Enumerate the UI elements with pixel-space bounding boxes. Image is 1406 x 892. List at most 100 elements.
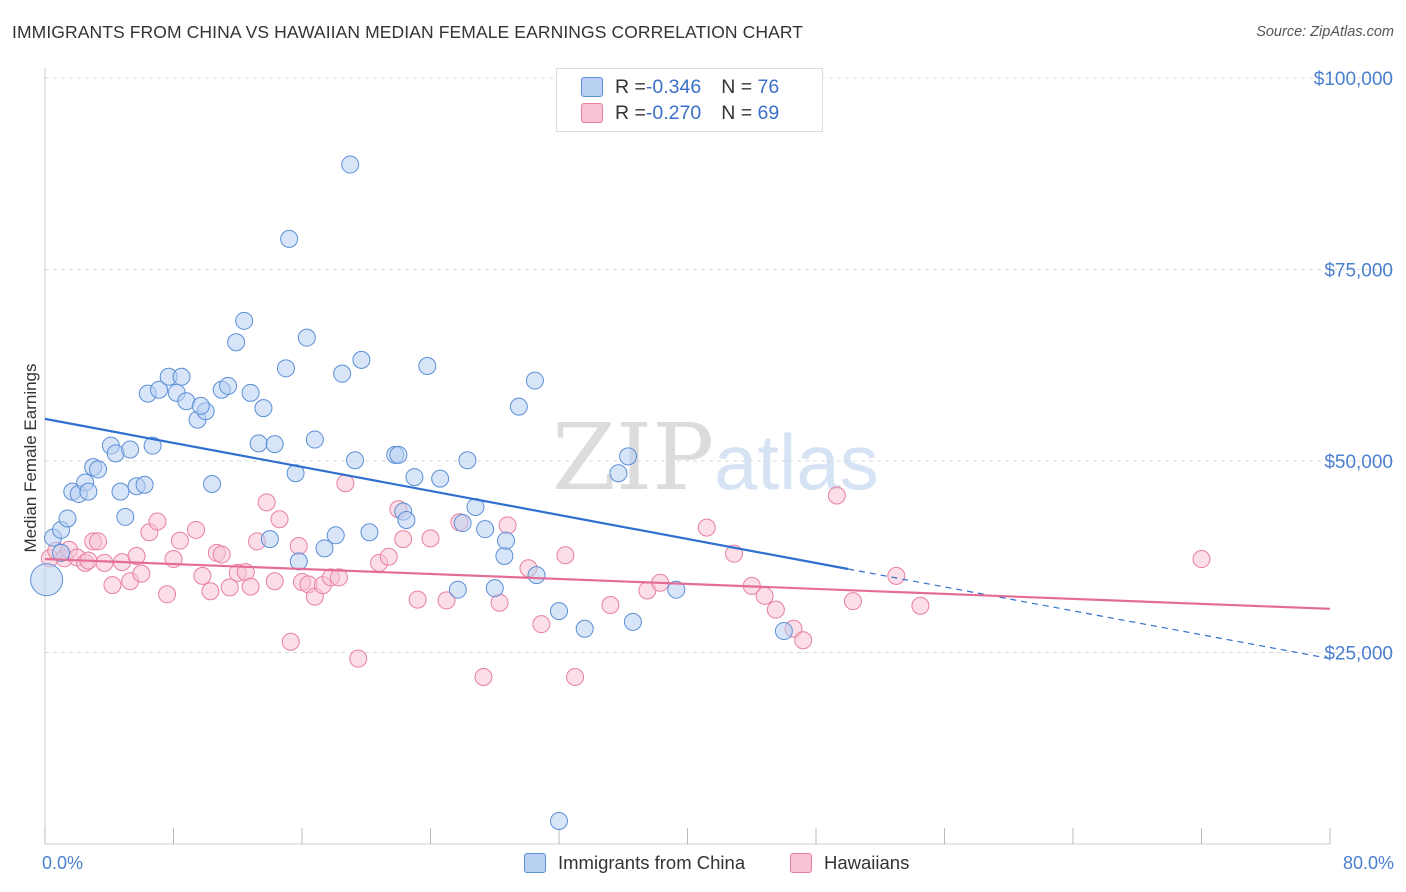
legend-row-china: R = -0.346 N = 76 bbox=[581, 75, 779, 99]
china-point bbox=[150, 380, 169, 399]
hawaiians-point bbox=[755, 586, 774, 605]
tick-labels: $25,000 $50,000 $75,000 $100,000 0.0% 80.0% bbox=[42, 69, 1394, 873]
china-point bbox=[315, 539, 334, 558]
y-tick-label: $25,000 bbox=[1324, 644, 1393, 665]
china-point bbox=[458, 451, 477, 470]
china-point bbox=[609, 464, 628, 483]
hawaiians-point bbox=[270, 510, 289, 529]
china-point bbox=[405, 468, 424, 487]
legend-r-value: -0.346 bbox=[645, 75, 702, 98]
legend-swatch-hawaiians bbox=[581, 103, 603, 123]
china-point bbox=[297, 328, 316, 347]
china-point bbox=[550, 602, 568, 621]
hawaiians-point bbox=[336, 474, 355, 493]
china-point bbox=[333, 364, 352, 383]
hawaiians-trend-line bbox=[44, 557, 1331, 610]
hawaiians-point bbox=[379, 547, 398, 566]
china-point bbox=[30, 563, 64, 597]
hawaiians-point bbox=[170, 531, 189, 550]
hawaiians-point bbox=[766, 600, 785, 619]
china-point bbox=[448, 580, 467, 599]
china-point bbox=[135, 475, 154, 494]
china-point bbox=[254, 399, 273, 418]
china-point bbox=[341, 155, 360, 174]
china-point bbox=[326, 526, 345, 545]
legend-n-value: 69 bbox=[757, 101, 780, 124]
china-point bbox=[260, 530, 279, 549]
china-point bbox=[249, 434, 268, 453]
hawaiians-point bbox=[289, 537, 308, 556]
china-point bbox=[619, 447, 638, 466]
hawaiians-point bbox=[89, 532, 108, 551]
watermark-atlas: atlas bbox=[714, 418, 879, 506]
bottom-legend-china: Immigrants from China bbox=[524, 852, 745, 874]
hawaiians-point bbox=[132, 564, 151, 583]
x-tick-label: 80.0% bbox=[1343, 853, 1394, 873]
hawaiians-point bbox=[911, 596, 930, 615]
legend-row-hawaiians: R = -0.270 N = 69 bbox=[581, 101, 779, 125]
hawaiians-point bbox=[843, 592, 862, 611]
china-point bbox=[389, 445, 408, 464]
china-point bbox=[496, 531, 515, 550]
bottom-legend-label-hawaiians: Hawaiians bbox=[824, 852, 910, 873]
china-point bbox=[89, 460, 108, 479]
china-point bbox=[431, 469, 450, 488]
hawaiians-point bbox=[408, 590, 427, 609]
hawaiians-point bbox=[212, 545, 231, 564]
source-label: Source: ZipAtlas.com bbox=[1256, 24, 1394, 40]
hawaiians-point bbox=[1192, 550, 1211, 569]
hawaiians-point bbox=[329, 568, 348, 587]
hawaiians-point bbox=[186, 520, 205, 539]
china-point bbox=[397, 510, 416, 529]
hawaiians-point bbox=[158, 585, 177, 604]
hawaiians-point bbox=[95, 553, 114, 572]
legend-r-value: -0.270 bbox=[645, 101, 702, 124]
y-tick-label: $100,000 bbox=[1314, 69, 1393, 90]
china-point bbox=[143, 436, 162, 455]
china-point bbox=[418, 357, 437, 376]
china-trend-line-extension bbox=[848, 568, 1331, 660]
china-point bbox=[509, 397, 528, 416]
china-point bbox=[476, 520, 495, 539]
china-point bbox=[280, 229, 299, 248]
hawaiians-point bbox=[349, 649, 368, 668]
hawaiians-point bbox=[887, 566, 906, 585]
china-point bbox=[116, 507, 135, 526]
china-point bbox=[79, 482, 98, 501]
china-point bbox=[235, 311, 254, 330]
china-point bbox=[527, 566, 546, 585]
legend-n-label: N = bbox=[721, 75, 758, 98]
china-point bbox=[52, 543, 71, 562]
china-point bbox=[58, 509, 77, 528]
hawaiians-point bbox=[827, 486, 846, 505]
legend-n-value: 76 bbox=[757, 75, 780, 98]
legend-r-label: R = bbox=[615, 75, 646, 98]
hawaiians-point bbox=[220, 578, 239, 597]
axes bbox=[44, 68, 1331, 845]
x-tick-label: 0.0% bbox=[42, 853, 83, 873]
bottom-legend-hawaiians: Hawaiians bbox=[790, 852, 909, 874]
chart-title: IMMIGRANTS FROM CHINA VS HAWAIIAN MEDIAN… bbox=[12, 22, 804, 42]
hawaiians-point bbox=[697, 518, 716, 537]
y-tick-label: $75,000 bbox=[1324, 261, 1393, 282]
china-point bbox=[227, 333, 246, 352]
china-trend-line bbox=[44, 417, 849, 571]
bottom-swatch-hawaiians bbox=[790, 853, 812, 873]
legend-r-label: R = bbox=[615, 101, 646, 124]
china-point bbox=[172, 367, 191, 386]
china-point bbox=[495, 546, 514, 565]
china-point bbox=[623, 612, 642, 631]
china-points bbox=[30, 155, 793, 831]
hawaiians-point bbox=[498, 516, 517, 535]
china-point bbox=[276, 359, 295, 378]
watermark: ZIP atlas bbox=[552, 404, 879, 511]
hawaiians-point bbox=[474, 668, 493, 687]
bottom-legend-label-china: Immigrants from China bbox=[558, 852, 746, 873]
hawaiians-point bbox=[794, 631, 813, 650]
trend-lines bbox=[44, 417, 1331, 660]
china-point bbox=[667, 580, 686, 599]
china-point bbox=[352, 350, 371, 369]
hawaiians-point bbox=[532, 615, 551, 634]
y-axis-title: Median Female Earnings bbox=[21, 364, 40, 553]
